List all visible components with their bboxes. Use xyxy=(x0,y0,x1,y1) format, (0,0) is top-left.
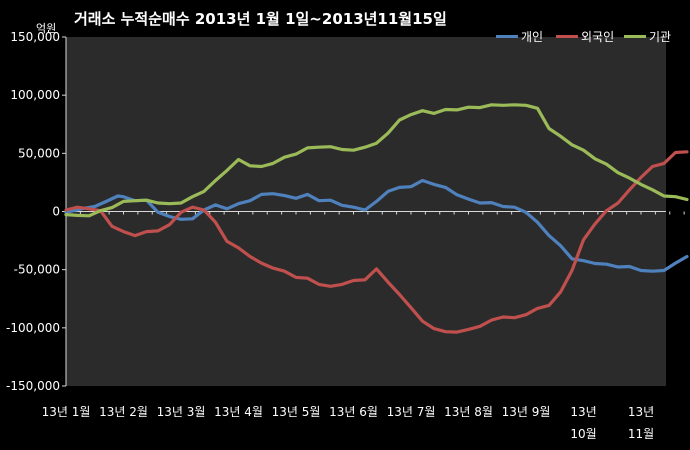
legend-swatch xyxy=(624,35,646,38)
legend-label: 개인 xyxy=(521,30,544,44)
x-tick-label: 13년 8월 xyxy=(444,405,493,419)
x-axis: 13년 1월 13년 2월 13년 3월 13년 4월 13년 5월 13년 6월 13년 … xyxy=(42,211,685,441)
series-line-2 xyxy=(64,103,689,218)
series-lines xyxy=(64,103,689,334)
x-tick-label: 13년 3월 xyxy=(157,405,206,419)
y-tick-label: -50,000 xyxy=(14,263,60,277)
y-tick-label: -150,000 xyxy=(6,379,60,393)
x-tick-label: 11월 xyxy=(628,427,654,441)
series-line-0 xyxy=(64,178,689,273)
legend-label: 외국인 xyxy=(581,30,615,44)
x-tick-label: 13년 2월 xyxy=(99,405,148,419)
legend-swatch xyxy=(496,35,518,38)
y-axis-unit-label: 억원 xyxy=(36,22,57,35)
y-tick-label: 0 xyxy=(52,205,60,219)
legend-item-institution: 기관 xyxy=(624,28,671,45)
x-tick-label: 13년 xyxy=(570,405,596,419)
x-tick-label: 13년 9월 xyxy=(502,405,551,419)
x-tick-label: 13년 7월 xyxy=(387,405,436,419)
series-line-1 xyxy=(64,150,689,334)
y-tick-label: 150,000 xyxy=(10,30,60,44)
x-tick-label: 13년 6월 xyxy=(329,405,378,419)
y-tick-label: -100,000 xyxy=(6,321,60,335)
y-tick-label: 50,000 xyxy=(18,146,60,160)
chart-title: 거래소 누적순매수 2013년 1월 1일~2013년11월15일 xyxy=(74,10,447,28)
x-tick-label: 10월 xyxy=(570,427,596,441)
legend-item-foreign: 외국인 xyxy=(556,28,614,45)
legend-item-individual: 개인 xyxy=(496,28,543,45)
legend-swatch xyxy=(556,35,578,38)
x-tick-label: 13년 4월 xyxy=(214,405,263,419)
x-tick-label: 13년 xyxy=(628,405,654,419)
legend-label: 기관 xyxy=(649,30,672,44)
y-tick-label: 100,000 xyxy=(10,88,60,102)
x-tick-label: 13년 1월 xyxy=(42,405,91,419)
x-tick-label: 13년 5월 xyxy=(272,405,321,419)
y-axis: 150,000 100,000 50,000 0 -50,000 -100,000 -150… xyxy=(6,30,666,393)
